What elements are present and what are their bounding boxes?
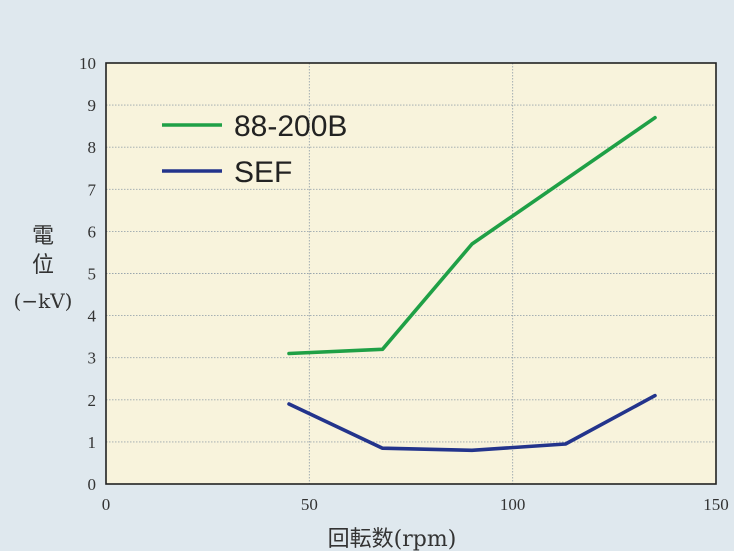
y-tick-label-2: 2 — [88, 391, 97, 410]
y-tick-label-4: 4 — [88, 307, 97, 326]
y-axis-title-line-1: 電 — [32, 224, 54, 249]
y-tick-label-8: 8 — [88, 138, 97, 157]
series-line-88-200b — [287, 115, 657, 356]
y-axis-title-line-2: 位 — [32, 253, 54, 278]
y-tick-label-1: 1 — [88, 433, 97, 452]
y-tick-label-7: 7 — [88, 180, 97, 199]
y-tick-label-6: 6 — [88, 222, 97, 241]
legend-label-sef: SEF — [234, 156, 292, 189]
legend: 88-200B SEF — [162, 110, 347, 189]
plot-frame — [105, 62, 717, 485]
y-tick-label-5: 5 — [88, 265, 97, 284]
y-axis-title-line-3: (−kV) — [14, 289, 73, 313]
legend-label-88-200b: 88-200B — [234, 110, 347, 143]
x-tick-label-150: 150 — [703, 495, 729, 514]
x-tick-label-50: 50 — [301, 495, 318, 514]
series-line-sef — [287, 393, 657, 453]
y-tick-label-10: 10 — [79, 54, 96, 73]
series — [287, 115, 657, 453]
x-tick-label-100: 100 — [500, 495, 526, 514]
x-axis-title: 回転数(rpm) — [328, 527, 457, 551]
x-tick-label-0: 0 — [102, 495, 111, 514]
y-tick-label-3: 3 — [88, 349, 97, 368]
y-tick-label-0: 0 — [88, 475, 97, 494]
y-tick-label-9: 9 — [88, 96, 97, 115]
